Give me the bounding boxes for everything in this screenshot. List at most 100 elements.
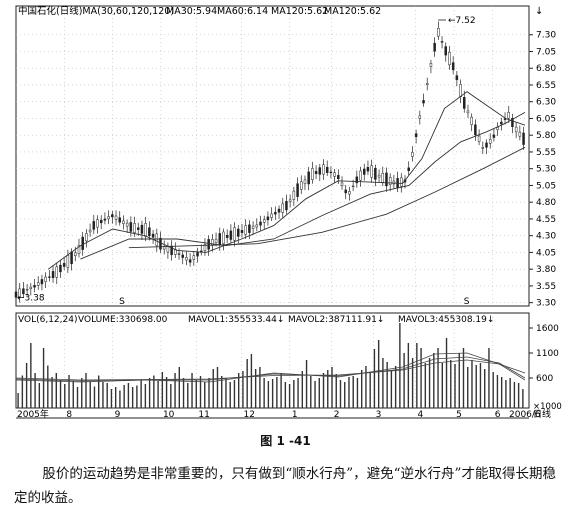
- candle-body: [303, 179, 307, 184]
- candle-body: [225, 234, 229, 238]
- candle-body: [33, 285, 36, 288]
- low-price-label: ←3.38: [17, 293, 45, 303]
- candle-body: [244, 225, 247, 235]
- candle-body: [59, 264, 62, 273]
- volume-unit-label: ×1000: [533, 402, 562, 412]
- candle-body: [477, 135, 481, 142]
- candle-body: [503, 118, 507, 120]
- candle-body: [55, 266, 59, 278]
- candle-body: [466, 110, 470, 114]
- x-axis-label: 12: [244, 410, 255, 420]
- x-axis-label: 11: [198, 410, 209, 420]
- candle-body: [22, 288, 25, 295]
- candle-body: [233, 227, 236, 241]
- x-axis-label: 2005年: [17, 408, 49, 420]
- candle-body: [388, 177, 392, 185]
- candle-body: [196, 252, 199, 257]
- candle-body: [348, 191, 351, 195]
- candle-body: [385, 172, 388, 187]
- candle-body: [459, 84, 462, 98]
- candle-body: [362, 168, 366, 175]
- chart-title: 中国石化(日线)MA(30,60,120,120): [18, 5, 174, 17]
- candle-body: [351, 185, 355, 188]
- scroll-indicator: ↓: [535, 6, 543, 17]
- candle-body: [418, 115, 422, 119]
- candle-body: [133, 223, 136, 233]
- candle-body: [107, 216, 110, 220]
- candle-body: [448, 51, 451, 66]
- price-tick-label: 7.30: [536, 31, 556, 41]
- candle-body: [25, 289, 29, 291]
- candle-body: [111, 214, 114, 218]
- candle-body: [414, 133, 418, 137]
- candle-body: [125, 222, 129, 227]
- s-marker: S: [119, 297, 125, 307]
- candle-body: [255, 224, 259, 228]
- candle-body: [496, 127, 499, 130]
- s-marker: S: [464, 297, 470, 307]
- candle-body: [151, 233, 155, 238]
- candle-body: [344, 189, 347, 194]
- candle-body: [374, 167, 377, 180]
- candle-body: [262, 219, 266, 223]
- price-tick-label: 6.55: [536, 81, 556, 91]
- candle-body: [522, 132, 525, 145]
- candle-body: [288, 199, 292, 202]
- candle-body: [463, 97, 466, 109]
- candle-body: [211, 239, 214, 246]
- candle-body: [392, 180, 396, 185]
- candle-body: [122, 220, 125, 224]
- volume-legend-label: MAVOL1:355533.44↓: [188, 315, 284, 325]
- body-paragraph: 股价的运动趋势是非常重要的，只有做到“顺水行舟”，避免“逆水行舟”才能取得长期稳…: [14, 466, 556, 506]
- candle-body: [407, 167, 410, 171]
- candle-body: [14, 291, 18, 298]
- candle-body: [40, 279, 44, 285]
- candle-body: [144, 223, 147, 237]
- candle-body: [433, 42, 436, 52]
- candle-body: [451, 62, 455, 71]
- price-tick-label: 3.80: [536, 265, 556, 275]
- candle-body: [48, 276, 51, 278]
- candle-body: [137, 227, 140, 230]
- ma-line-ma60: [80, 112, 526, 260]
- candle-body: [99, 219, 103, 224]
- candle-body: [129, 222, 133, 232]
- period-label: 日线: [533, 408, 551, 420]
- candle-body: [237, 228, 240, 237]
- candle-body: [355, 176, 359, 184]
- candle-body: [266, 216, 270, 221]
- x-axis-label: 8: [66, 410, 72, 420]
- candle-body: [470, 116, 473, 125]
- ma-line-ma30: [47, 91, 526, 270]
- candle-body: [118, 217, 121, 223]
- volume-panel: VOL(6,12,24) VOLUME:330698.00 MAVOL1:35553…: [15, 312, 562, 420]
- x-axis-label: 3: [376, 410, 382, 420]
- candle-body: [51, 271, 55, 279]
- x-axis-label: 1: [292, 410, 298, 420]
- candle-body: [177, 253, 181, 255]
- candle-body: [307, 171, 310, 185]
- candle-body: [240, 230, 244, 233]
- candle-body: [70, 251, 73, 265]
- candle-body: [96, 219, 99, 228]
- candle-body: [322, 164, 325, 175]
- candle-body: [425, 83, 429, 85]
- volume-legend-label: MAVOL3:455308.19↓: [398, 315, 494, 325]
- candle-body: [514, 126, 518, 133]
- price-tick-label: 7.05: [536, 47, 556, 57]
- candle-body: [251, 225, 255, 229]
- candle-body: [440, 41, 444, 43]
- price-tick-label: 6.80: [536, 64, 556, 74]
- candle-body: [62, 263, 66, 267]
- candle-body: [29, 286, 33, 290]
- candle-body: [229, 230, 233, 240]
- x-axis-label: 2006/6: [509, 410, 541, 420]
- candle-body: [411, 152, 414, 157]
- price-tick-label: 5.05: [536, 181, 556, 191]
- candle-body: [36, 282, 40, 286]
- candle-body: [203, 244, 207, 252]
- candle-body: [192, 255, 196, 260]
- x-axis-label: 9: [115, 410, 121, 420]
- candle-body: [488, 138, 492, 144]
- candle-body: [259, 221, 262, 226]
